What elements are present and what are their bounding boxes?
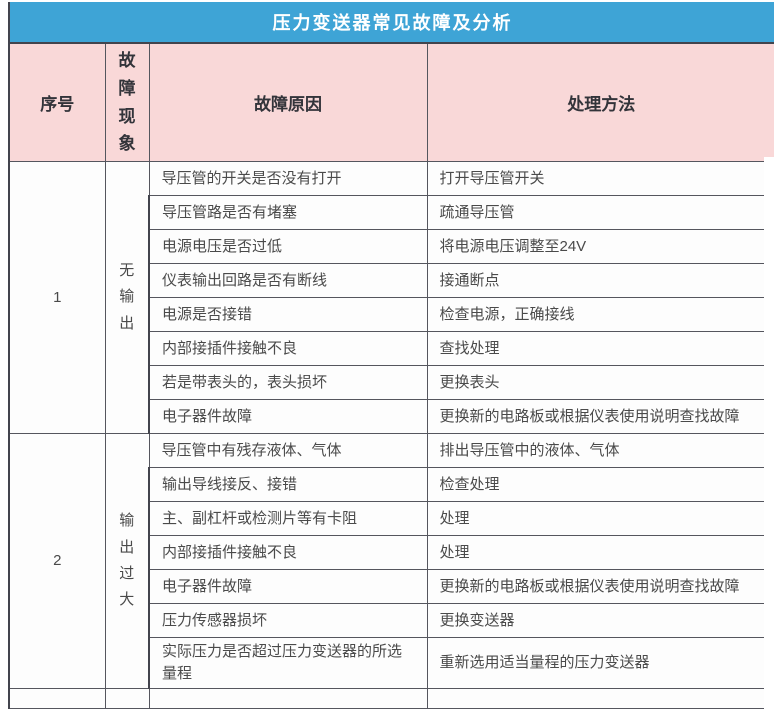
serial-number-cell: 2 [8,433,106,689]
solution-cell: 更换新的电路板或根据仪表使用说明查找故障 [426,569,774,604]
cause-cell: 电子器件故障 [148,399,428,434]
phenomenon-cell: 无输出 [104,161,150,434]
cause-cell: 内部接插件接触不良 [148,331,428,366]
solution-cell: 更换表头 [426,365,774,400]
column-header-cause: 故障原因 [148,43,428,162]
cause-cell: 压力传感器损坏 [148,603,428,638]
table-row: 电源电压是否过低 将电源电压调整至24V [9,229,774,264]
table-row: 仪表输出回路是否有断线 接通断点 [9,263,774,298]
column-header-phenomenon: 故障现象 [104,43,150,162]
column-header-solution: 处理方法 [426,43,774,162]
solution-cell: 重新选用适当量程的压力变送器 [426,637,774,689]
serial-number-cell: 1 [8,161,106,434]
empty-cell [8,687,106,709]
solution-cell: 查找处理 [426,331,774,366]
solution-cell: 检查电源，正确接线 [426,297,774,332]
empty-cell [148,687,428,709]
cause-cell: 导压管路是否有堵塞 [148,195,428,230]
table-row: 内部接插件接触不良 处理 [9,535,774,570]
table-row: 1 无输出导压管的开关是否没有打开 打开导压管开关 [8,161,774,434]
solution-cell: 排出导压管中的液体、气体 [426,433,774,468]
solution-cell: 更换新的电路板或根据仪表使用说明查找故障 [426,399,774,434]
solution-cell: 处理 [426,535,774,570]
cause-cell: 导压管中有残存液体、气体 [148,433,428,468]
cause-cell: 输出导线接反、接错 [148,467,428,502]
cause-cell: 电源是否接错 [148,297,428,332]
solution-cell: 更换变送器 [426,603,774,638]
table-row: 输出导线接反、接错 检查处理 [9,467,774,502]
solution-cell: 检查处理 [426,467,774,502]
title-row: 压力变送器常见故障及分析 [8,2,774,44]
solution-cell: 接通断点 [426,263,774,298]
cause-cell: 导压管的开关是否没有打开 [148,161,428,196]
table-row: 若是带表头的，表头损坏 更换表头 [9,365,774,400]
cause-cell: 电子器件故障 [148,569,428,604]
table-title: 压力变送器常见故障及分析 [8,2,774,44]
cause-cell: 电源电压是否过低 [148,229,428,264]
table-row: 主、副杠杆或检测片等有卡阻 处理 [9,501,774,536]
table-row: 压力传感器损坏 更换变送器 [9,603,774,638]
cause-cell: 若是带表头的，表头损坏 [148,365,428,400]
column-header-serial: 序号 [8,43,106,162]
table-row: 实际压力是否超过压力变送器的所选量程 重新选用适当量程的压力变送器 [9,637,774,689]
header-row: 序号 故障现象 故障原因 处理方法 [8,43,774,162]
cause-cell: 内部接插件接触不良 [148,535,428,570]
solution-cell: 疏通导压管 [426,195,774,230]
empty-cell [426,687,774,709]
table-body: 1 无输出导压管的开关是否没有打开 打开导压管开关 导压管路是否有堵塞 疏通导压管 电源电… [8,161,774,709]
table-row-partial [8,687,774,709]
table-row: 电源是否接错 检查电源，正确接线 [9,297,774,332]
empty-cell [104,687,150,709]
cause-cell: 仪表输出回路是否有断线 [148,263,428,298]
table-row: 电子器件故障 更换新的电路板或根据仪表使用说明查找故障 [9,569,774,604]
solution-cell: 处理 [426,501,774,536]
table-row: 2 输出过大导压管中有残存液体、气体 排出导压管中的液体、气体 [8,433,774,689]
cause-cell: 实际压力是否超过压力变送器的所选量程 [148,637,428,689]
cause-cell: 主、副杠杆或检测片等有卡阻 [148,501,428,536]
phenomenon-cell: 输出过大 [104,433,150,689]
fault-table: 压力变送器常见故障及分析 序号 故障现象 故障原因 处理方法 1 无输出导压管的开… [8,2,774,709]
table-row: 电子器件故障 更换新的电路板或根据仪表使用说明查找故障 [9,399,774,434]
solution-cell: 打开导压管开关 [426,161,774,196]
right-margin [764,157,774,716]
solution-cell: 将电源电压调整至24V [426,229,774,264]
